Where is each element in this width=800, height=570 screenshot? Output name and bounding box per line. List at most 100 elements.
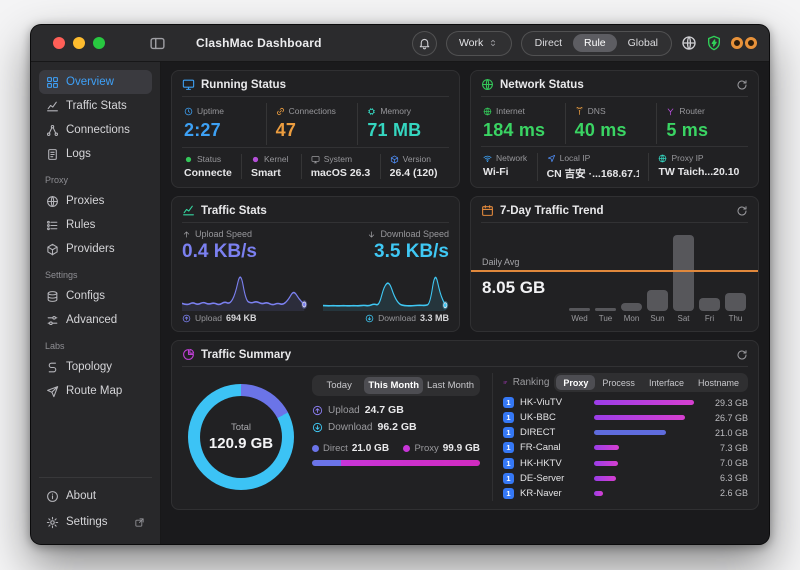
chevron-up-down-icon [488, 38, 498, 48]
rank-value: 29.3 GB [714, 397, 748, 408]
bell-icon [418, 37, 431, 50]
upload-circle-icon [312, 405, 323, 416]
tab-today[interactable]: Today [314, 377, 364, 394]
summary-upload-value: 24.7 GB [364, 404, 404, 416]
direct-segment [312, 460, 342, 466]
tab-last-month[interactable]: Last Month [423, 377, 478, 394]
sidebar-item-about[interactable]: About [39, 484, 152, 508]
close-button[interactable] [53, 37, 65, 49]
sidebar-item-route-map[interactable]: Route Map [39, 379, 152, 403]
dot-icon [251, 155, 260, 164]
profile-selector[interactable]: Work [445, 30, 512, 56]
zoom-button[interactable] [93, 37, 105, 49]
sidebar-item-overview[interactable]: Overview [39, 70, 152, 94]
rank-name: KR-Naver [520, 487, 562, 499]
rank-badge: 1 [503, 487, 514, 499]
sidebar-item-topology[interactable]: Topology [39, 355, 152, 379]
sidebar-item-advanced[interactable]: Advanced [39, 308, 152, 332]
download-circle-icon [365, 314, 374, 323]
rank-bar [594, 430, 666, 436]
ranking-tabs: Proxy Process Interface Hostname [554, 373, 748, 392]
refresh-icon[interactable] [736, 349, 748, 361]
proxy-dot [403, 445, 411, 452]
ranking-list-icon [503, 377, 508, 388]
rank-name: HK-HKTV [520, 457, 562, 469]
rank-badge: 1 [503, 427, 514, 439]
total-traffic-donut: Total 120.9 GB [188, 384, 294, 490]
gear-icon [46, 516, 59, 529]
direct-label: Direct [323, 443, 348, 454]
traffic-summary-card: Traffic Summary Total 120.9 GB Today Th [171, 340, 759, 510]
minimize-button[interactable] [73, 37, 85, 49]
proxy-segment [341, 460, 480, 466]
arrow-down-icon [367, 230, 376, 239]
shield-bolt-icon[interactable] [706, 35, 722, 51]
nav-icon [547, 154, 556, 163]
sidebar-toggle-icon[interactable] [149, 35, 166, 52]
wifi-icon [483, 154, 492, 163]
rank-badge: 1 [503, 442, 514, 454]
ranking-tab-interface[interactable]: Interface [642, 375, 691, 390]
link-icon [276, 107, 285, 116]
trend-bar-tue: Tue [595, 307, 616, 323]
refresh-icon[interactable] [736, 79, 748, 91]
router-icon [666, 107, 675, 116]
daily-avg-label: Daily Avg [482, 256, 520, 267]
ranking-row-direct: 1 DIRECT 21.0 GB [503, 426, 748, 439]
download-sparkline [322, 265, 450, 311]
rank-value: 6.3 GB [719, 473, 748, 484]
trend-bar-sun: Sun [647, 289, 668, 323]
sidebar-item-logs[interactable]: Logs [39, 142, 152, 166]
rank-value: 7.0 GB [719, 458, 748, 469]
sidebar-item-providers[interactable]: Providers [39, 237, 152, 261]
connection-indicator-icon[interactable] [731, 37, 757, 49]
ranking-tab-hostname[interactable]: Hostname [691, 375, 746, 390]
ranking-tab-process[interactable]: Process [595, 375, 642, 390]
sidebar-item-settings[interactable]: Settings [39, 510, 152, 534]
rules-icon [46, 219, 59, 232]
sidebar-item-traffic-stats[interactable]: Traffic Stats [39, 94, 152, 118]
external-icon [134, 517, 145, 528]
globe-icon[interactable] [681, 35, 697, 51]
detail-system: System macOS 26.3 [302, 154, 381, 179]
upload-speed-label: Upload Speed [195, 229, 253, 239]
profile-label: Work [458, 37, 484, 49]
ranking-tab-proxy[interactable]: Proxy [556, 375, 596, 390]
trend-bar-thu: Thu [725, 293, 746, 323]
monitor-icon [311, 155, 320, 164]
download-speed-value: 3.5 KB/s [374, 241, 449, 262]
daily-avg-value: 8.05 GB [482, 277, 546, 297]
detail-version: Version 26.4 (120) [381, 154, 449, 179]
sidebar-item-rules[interactable]: Rules [39, 213, 152, 237]
upload-sparkline [182, 265, 309, 311]
stat-dns: DNS 40 ms [566, 103, 658, 144]
ranking-row-hk-viutv: 1 HK-ViuTV 29.3 GB [503, 396, 748, 409]
rank-bar [594, 490, 603, 496]
app-window: ClashMac Dashboard Work Direct Rule Global… [30, 24, 770, 545]
rank-name: HK-ViuTV [520, 397, 563, 409]
sidebar-item-proxies[interactable]: Proxies [39, 189, 152, 213]
plane-icon [46, 385, 59, 398]
stat-memory: Memory 71 MB [358, 103, 449, 145]
donut-total-label: Total [230, 422, 252, 433]
sidebar-item-configs[interactable]: Configs [39, 284, 152, 308]
globe-icon [46, 195, 59, 208]
card-title: Network Status [500, 78, 584, 91]
chart-icon [182, 204, 195, 217]
layers-icon [46, 290, 59, 303]
tab-this-month[interactable]: This Month [364, 377, 423, 394]
mode-rule[interactable]: Rule [573, 34, 617, 52]
sidebar-item-connections[interactable]: Connections [39, 118, 152, 142]
trend-bar-fri: Fri [699, 298, 720, 323]
refresh-icon[interactable] [736, 205, 748, 217]
download-circle-icon [312, 422, 323, 433]
notifications-button[interactable] [411, 30, 437, 56]
stat-router: Router 5 ms [657, 103, 748, 144]
trend-bar-mon: Mon [621, 303, 642, 323]
calendar-icon [481, 204, 494, 217]
pie-chart-icon [182, 348, 195, 361]
globe-icon [481, 78, 494, 91]
mode-global[interactable]: Global [617, 34, 669, 52]
rank-bar [594, 475, 616, 481]
mode-direct[interactable]: Direct [524, 34, 573, 52]
